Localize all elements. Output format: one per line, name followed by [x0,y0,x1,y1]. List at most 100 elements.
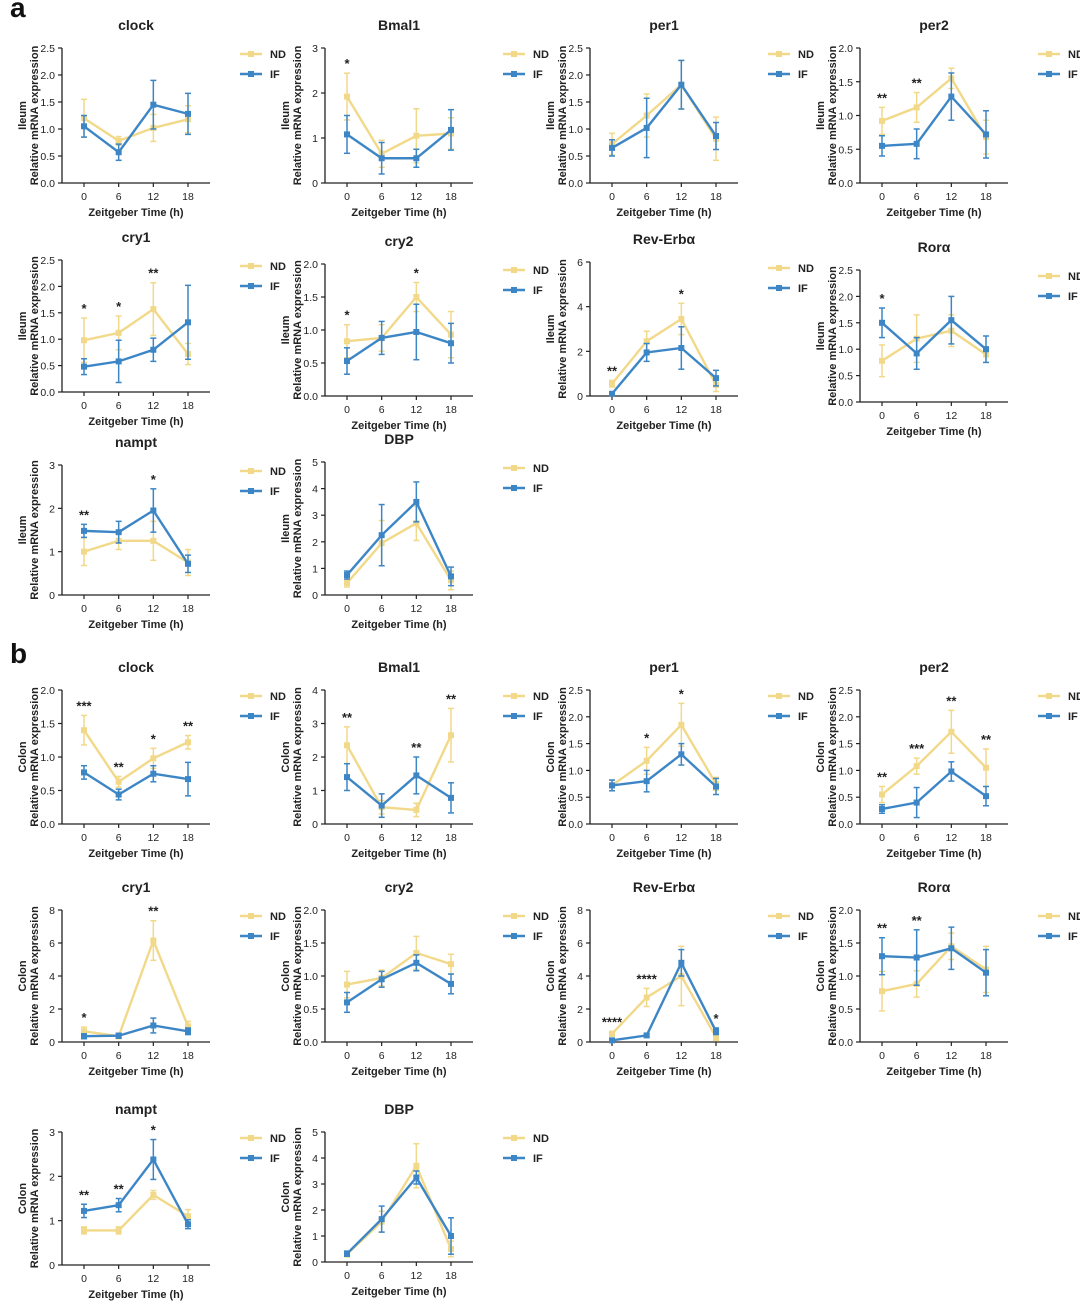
series-line [83,1157,190,1225]
y-tick-label: 3 [312,719,318,731]
legend-marker-nd [511,693,517,699]
data-point [948,317,955,324]
x-tick-label: 18 [182,832,194,844]
data-point [643,124,650,131]
y-axis-label: Relative mRNA expression [827,45,839,185]
x-tick-label: 0 [609,1050,615,1062]
y-axis-label: Relative mRNA expression [827,906,839,1046]
x-tick-label: 0 [879,410,885,422]
y-tick-label: 6 [49,938,55,950]
significance-marker: **** [602,1014,623,1029]
legend-label-if: IF [1068,69,1078,81]
y-axis-label: Relative mRNA expression [29,45,41,185]
data-point [344,338,350,345]
data-point [81,1028,87,1035]
data-point [879,142,885,149]
series-line [881,329,987,362]
y-tick-label: 2.0 [40,70,55,82]
legend-label-if: IF [270,69,280,81]
data-point [713,783,719,790]
legend-marker-nd [1046,273,1052,279]
data-point [879,805,885,812]
data-point [413,328,420,335]
x-tick-label: 18 [445,191,457,203]
data-point [713,1028,719,1035]
data-point [983,346,989,353]
y-tick-label: 1.5 [568,97,583,109]
x-tick-label: 0 [609,191,615,203]
y-tick-label: 2.5 [568,43,583,55]
y-axis-tissue-label: Ileum [280,514,292,543]
data-point [413,132,420,139]
data-point [378,155,385,162]
data-point [378,802,385,809]
data-point [413,498,420,505]
y-axis-tissue-label: Ileum [815,101,827,130]
legend-marker-if [511,71,517,77]
legend-marker-if [1046,71,1052,77]
y-tick-label: 0 [49,1260,55,1272]
legend-label-if: IF [270,931,280,943]
data-point [948,768,955,775]
data-point [81,1207,87,1214]
x-tick-label: 12 [147,191,159,203]
significance-marker: ** [912,76,923,91]
data-point [185,560,191,567]
data-point [115,1032,122,1039]
y-tick-label: 1.5 [568,739,583,751]
y-tick-label: 1.5 [838,739,853,751]
data-point [150,101,157,108]
chart-b-ror-: Rorα 0.0 0.5 1.0 1.5 2.0 0 6 12 18 Zeitgeber Time … [815,879,1080,1078]
y-tick-label: 0.0 [568,819,583,831]
x-axis-label: Zeitgeber Time (h) [351,848,446,860]
x-tick-label: 6 [914,1050,920,1062]
legend-marker-if [511,485,517,491]
y-axis-tissue-label: Ileum [545,101,557,130]
x-tick-label: 12 [147,603,159,615]
x-tick-label: 0 [344,1050,350,1062]
y-tick-label: 1 [312,563,318,575]
y-axis-tissue-label: Ileum [280,315,292,344]
data-point [81,769,87,776]
y-tick-label: 8 [577,905,583,917]
data-point [115,358,122,365]
x-tick-label: 0 [344,1270,350,1282]
chart-title: per1 [649,659,679,675]
data-point [448,126,454,133]
data-point [378,334,385,341]
data-point [150,537,157,544]
legend-marker-if [776,285,782,291]
y-tick-label: 0 [577,391,583,403]
x-tick-label: 18 [445,832,457,844]
x-tick-label: 12 [945,191,957,203]
legend-label-nd: ND [270,466,286,478]
x-tick-label: 18 [710,191,722,203]
chart-title: cry2 [385,233,414,249]
significance-marker: * [151,472,157,487]
series-line [345,95,452,156]
x-tick-label: 12 [147,1273,159,1285]
data-point [413,959,420,966]
y-tick-label: 0.0 [40,178,55,190]
x-axis-label: Zeitgeber Time (h) [616,420,711,432]
legend-label-if: IF [1068,931,1078,943]
data-point [344,572,350,579]
data-point [879,357,885,364]
data-point [81,1227,87,1234]
legend-label-if: IF [798,69,808,81]
y-axis-tissue-label: Colon [815,741,827,772]
legend-label-if: IF [533,711,543,723]
y-tick-label: 8 [49,905,55,917]
series-if [609,948,719,1044]
data-point [448,980,454,987]
legend-label-if: IF [533,931,543,943]
data-point [678,721,685,728]
legend-label-if: IF [1068,291,1078,303]
y-axis-tissue-label: Colon [17,741,29,772]
y-axis-label: Relative mRNA expression [827,687,839,827]
y-tick-label: 2 [49,1171,55,1183]
legend-label-if: IF [533,69,543,81]
series-nd [879,932,989,1012]
